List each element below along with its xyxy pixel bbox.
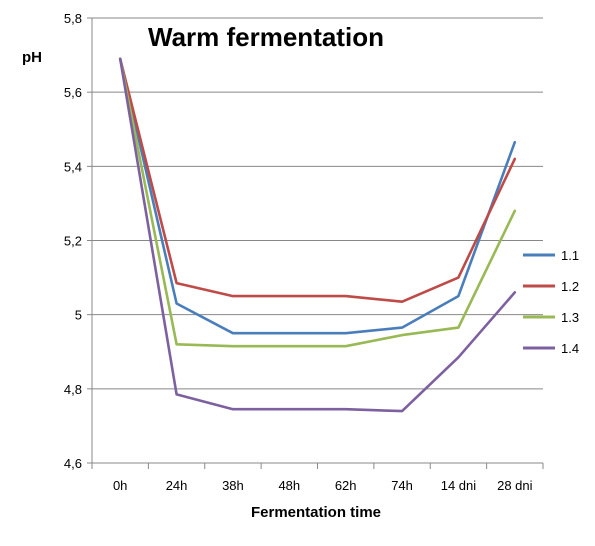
series-lines <box>118 57 517 413</box>
series-line-1-3 <box>118 57 517 348</box>
axes <box>87 17 544 469</box>
x-tick-label: 28 dni <box>497 478 533 493</box>
x-tick-label: 0h <box>113 478 127 493</box>
x-tick-label: 74h <box>391 478 413 493</box>
x-tick-labels: 0h 24h 38h 48h 62h 74h 14 dni 28 dni <box>113 478 533 493</box>
chart-title: Warm fermentation <box>148 22 384 52</box>
x-tick-label: 38h <box>222 478 244 493</box>
y-tick-labels: 4,6 4,8 5 5,2 5,4 5,6 5,8 <box>64 11 82 471</box>
series-line-1-2 <box>118 57 517 304</box>
legend-label: 1.3 <box>561 310 579 325</box>
legend-label: 1.1 <box>561 248 579 263</box>
x-tick-label: 48h <box>278 478 300 493</box>
y-tick-label: 5,4 <box>64 159 82 174</box>
legend-label: 1.4 <box>561 341 579 356</box>
series-line-1-1 <box>118 57 517 335</box>
x-axis-title: Fermentation time <box>251 504 381 521</box>
y-tick-label: 5 <box>75 308 82 323</box>
y-tick-label: 5,2 <box>64 234 82 249</box>
y-axis-title: pH <box>22 49 42 66</box>
x-tick-label: 24h <box>166 478 188 493</box>
x-tick-label: 62h <box>335 478 357 493</box>
legend-label: 1.2 <box>561 279 579 294</box>
y-tick-label: 4,6 <box>64 456 82 471</box>
legend: 1.1 1.2 1.3 1.4 <box>523 248 579 356</box>
series-line-1-4 <box>118 57 517 413</box>
y-tick-label: 5,6 <box>64 85 82 100</box>
y-tick-label: 4,8 <box>64 382 82 397</box>
y-tick-label: 5,8 <box>64 11 82 26</box>
x-tick-label: 14 dni <box>441 478 477 493</box>
